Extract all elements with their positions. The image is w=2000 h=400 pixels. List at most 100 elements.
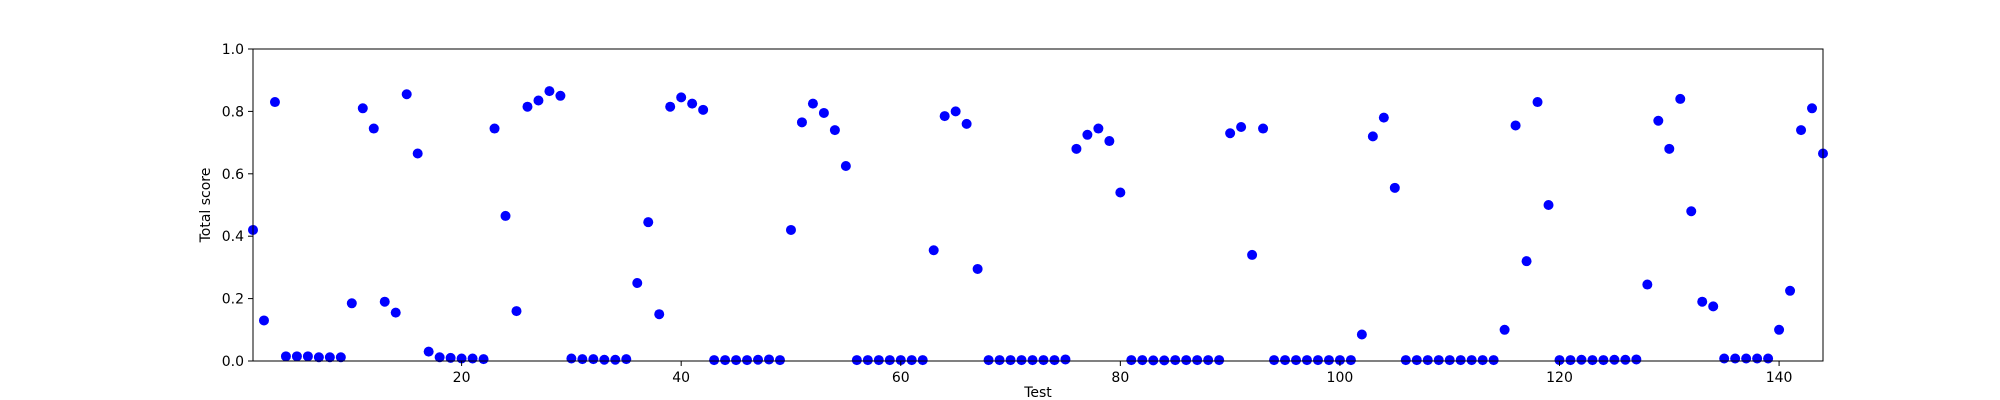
data-point (478, 354, 489, 365)
data-point (742, 355, 753, 366)
data-point (511, 306, 522, 317)
data-point (533, 95, 544, 106)
data-point (764, 354, 775, 365)
plot-frame (252, 48, 1824, 362)
data-point (313, 352, 324, 363)
data-point (994, 355, 1005, 366)
data-point (291, 351, 302, 362)
y-tick-label: 0.2 (222, 292, 244, 308)
data-point (851, 355, 862, 366)
x-tick-label: 40 (672, 370, 690, 386)
data-point (928, 245, 939, 256)
data-point (1719, 353, 1730, 364)
data-point (1664, 143, 1675, 154)
data-point (1752, 353, 1763, 364)
x-axis-ticks: 20 40 60 80 100 120 140 (453, 361, 1792, 386)
data-point (1214, 355, 1225, 366)
data-point (1258, 123, 1269, 134)
data-point (357, 103, 368, 114)
data-point (1532, 97, 1543, 108)
data-point (379, 296, 390, 307)
data-point (1675, 93, 1686, 104)
data-point (1137, 355, 1148, 366)
data-point (467, 353, 478, 364)
data-point (1466, 355, 1477, 366)
data-point (884, 355, 895, 366)
data-point (599, 354, 610, 365)
x-tick-label: 80 (1111, 370, 1129, 386)
y-tick-label: 0.6 (222, 167, 244, 183)
data-point (1455, 355, 1466, 366)
data-point (709, 355, 720, 366)
data-point (1280, 355, 1291, 366)
data-point (1796, 125, 1807, 136)
data-point (401, 89, 412, 100)
data-point (785, 224, 796, 235)
data-point (654, 309, 665, 320)
data-point (258, 315, 269, 326)
data-point (1378, 112, 1389, 123)
data-point (840, 161, 851, 171)
data-point (972, 263, 983, 274)
data-point (774, 355, 785, 366)
data-point (1082, 129, 1093, 140)
data-point (1060, 354, 1071, 365)
data-point (1543, 200, 1554, 210)
data-point (1345, 355, 1356, 366)
data-point (1203, 355, 1214, 366)
data-point (1576, 354, 1587, 365)
data-point (1697, 296, 1708, 307)
data-point (1598, 355, 1609, 366)
data-point (1170, 355, 1181, 366)
data-point (1247, 249, 1258, 260)
data-point (1301, 355, 1312, 366)
data-point (1126, 355, 1137, 366)
data-point (939, 111, 950, 122)
data-point (1708, 301, 1719, 312)
data-point (1148, 355, 1159, 366)
data-point (961, 118, 972, 129)
data-point (1433, 355, 1444, 366)
data-point (555, 90, 566, 101)
data-point (1444, 355, 1455, 366)
data-point (1422, 355, 1433, 366)
y-axis-ticks: 0.0 0.2 0.4 0.6 0.8 1.0 (222, 42, 253, 370)
data-point (1049, 355, 1060, 366)
data-point (1741, 353, 1752, 364)
data-point (621, 354, 632, 365)
data-point (731, 355, 742, 366)
data-point (950, 106, 961, 117)
data-point (1620, 354, 1631, 365)
data-point (895, 355, 906, 366)
data-point (577, 354, 588, 365)
data-point (1236, 122, 1247, 132)
data-point (1192, 355, 1203, 366)
data-point (818, 107, 829, 118)
data-points (248, 86, 1828, 366)
data-point (873, 355, 884, 366)
data-point (1291, 355, 1302, 366)
data-point (1115, 187, 1126, 198)
data-point (368, 123, 379, 134)
data-point (1565, 355, 1576, 366)
data-point (1269, 355, 1280, 366)
x-tick-label: 100 (1327, 370, 1354, 386)
data-point (676, 92, 687, 103)
data-point (1005, 355, 1016, 366)
data-point (280, 351, 291, 362)
data-point (1807, 103, 1818, 114)
data-point (445, 352, 456, 363)
data-point (1521, 256, 1532, 267)
data-point (1411, 355, 1422, 366)
y-tick-label: 0.8 (222, 104, 244, 120)
data-point (1642, 279, 1653, 290)
data-point (1686, 206, 1697, 217)
data-point (1488, 355, 1499, 366)
data-point (1785, 285, 1796, 296)
data-point (544, 86, 555, 97)
data-point (489, 123, 500, 134)
data-point (335, 352, 346, 363)
data-point (390, 307, 401, 318)
data-point (1389, 182, 1400, 193)
